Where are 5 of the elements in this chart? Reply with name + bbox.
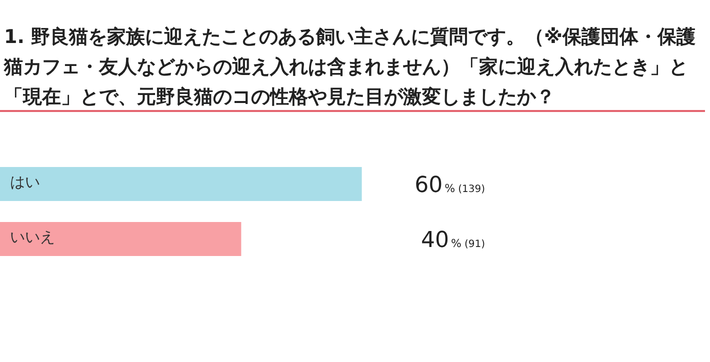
- chart-title: 1. 野良猫を家族に迎えたことのある飼い主さんに質問です。（※保護団体・保護猫カフェ・友人などからの迎え入れは含まれません）「家に迎え入れたとき」と「現在」とで、元野良猫のコの性格や見た目が激変しましたか？: [4, 25, 697, 110]
- data-label: 40% (91): [421, 228, 486, 253]
- y-tick-label: はい: [10, 173, 40, 191]
- data-label: 60% (139): [414, 173, 486, 198]
- y-tick-label: いいえ: [10, 228, 55, 246]
